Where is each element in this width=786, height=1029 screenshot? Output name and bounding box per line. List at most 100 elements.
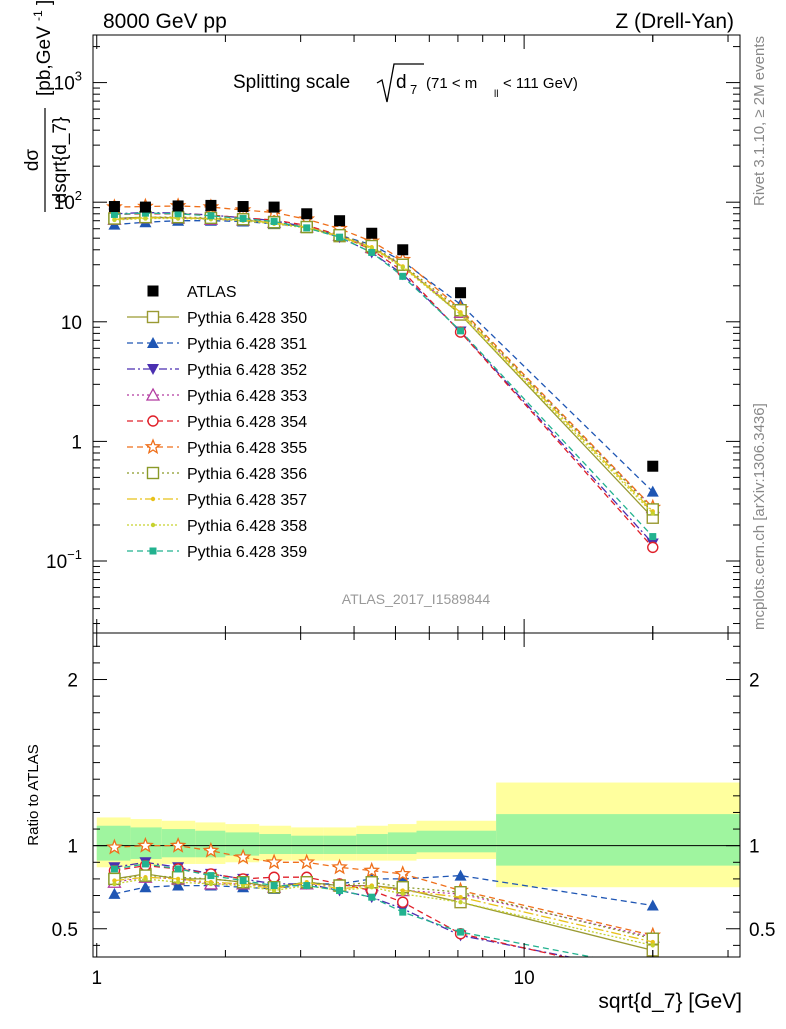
atlas-data-point bbox=[268, 201, 280, 213]
ratio-series-point bbox=[647, 969, 659, 980]
atlas-data-point bbox=[205, 199, 217, 211]
ratio-series-line bbox=[114, 876, 653, 943]
main-series-point bbox=[458, 312, 463, 317]
ratio-series-group bbox=[106, 836, 662, 980]
ratio-series-point bbox=[106, 838, 123, 855]
ratio-uncertainty-bands bbox=[96, 782, 740, 888]
ratio-series-point bbox=[650, 939, 655, 945]
legend-marker bbox=[150, 496, 156, 502]
ratio-series-point bbox=[270, 882, 278, 890]
sqrt-sign-icon bbox=[376, 63, 424, 103]
ratio-plot-panel: 0.5 0.5 1 1 2 2 1 10 Ratio to ATLAS sqrt{d_7} [… bbox=[25, 632, 775, 1013]
legend-entry-label: Pythia 6.428 358 bbox=[187, 518, 307, 535]
ratio-series-point bbox=[143, 876, 148, 882]
main-series-point bbox=[207, 212, 215, 220]
main-series-point bbox=[650, 511, 655, 516]
main-series-point bbox=[647, 541, 659, 554]
main-y-tick-label: 103 bbox=[54, 69, 82, 95]
legend-entry-label: Pythia 6.428 354 bbox=[187, 414, 307, 431]
main-y-tick-exp: 2 bbox=[75, 188, 82, 203]
ratio-y-tick-label-right: 1 bbox=[749, 837, 760, 858]
legend-entry-label: Pythia 6.428 357 bbox=[187, 492, 307, 509]
main-series-line bbox=[114, 211, 654, 544]
header-right: Z (Drell-Yan) bbox=[615, 10, 734, 33]
atlas-data-point bbox=[301, 208, 313, 220]
atlas-data-point bbox=[334, 215, 346, 227]
ratio-series-line bbox=[114, 878, 653, 947]
main-series-line bbox=[114, 205, 654, 508]
ratio-series-point bbox=[400, 891, 405, 897]
ratio-band-inner bbox=[259, 834, 292, 854]
ratio-series-point bbox=[112, 878, 117, 883]
ratio-series-point bbox=[268, 871, 280, 883]
ratio-series-point bbox=[650, 943, 655, 948]
legend: ATLAS Pythia 6.428 350 Pythia 6.428 351 Pyt… bbox=[127, 284, 307, 561]
ylabel-unit-sup: -1 bbox=[31, 10, 45, 21]
atlas-data-point bbox=[108, 201, 120, 213]
atlas-data-point bbox=[647, 460, 659, 472]
main-y-tick-exp: −1 bbox=[67, 547, 82, 562]
ratio-series-point bbox=[240, 883, 246, 888]
atlas-data-point bbox=[172, 200, 184, 212]
plot-title-cut-open: (71 < m bbox=[426, 75, 477, 92]
main-series-point bbox=[174, 210, 182, 218]
ratio-series-point bbox=[110, 865, 118, 873]
ratio-band-inner bbox=[323, 835, 357, 854]
ratio-series-point bbox=[303, 882, 311, 890]
main-series-point bbox=[110, 210, 118, 218]
x-axis-label: sqrt{d_7} [GeV] bbox=[598, 990, 742, 1013]
ratio-series-point bbox=[271, 888, 277, 893]
main-series-point bbox=[141, 209, 149, 217]
legend-marker bbox=[150, 522, 156, 528]
ratio-series-point bbox=[649, 965, 656, 972]
main-y-tick-base: 1 bbox=[71, 432, 82, 453]
ratio-series-line bbox=[114, 845, 653, 937]
main-series-point bbox=[143, 216, 148, 221]
ratio-series-line bbox=[114, 863, 596, 957]
ratio-series-point bbox=[172, 879, 185, 891]
legend-marker bbox=[144, 438, 162, 455]
main-series-line bbox=[114, 213, 654, 548]
ratio-y-tick-label-left: 1 bbox=[67, 837, 78, 858]
x-tick-label: 10 bbox=[514, 968, 535, 989]
main-series-point bbox=[457, 327, 465, 335]
ylabel-unit-text: [pb,GeV bbox=[34, 26, 55, 96]
ratio-series-point bbox=[646, 899, 659, 911]
legend-marker bbox=[147, 364, 159, 375]
ratio-y-tick-label-right: 0.5 bbox=[749, 920, 775, 941]
ylabel-numerator: dσ bbox=[22, 149, 43, 172]
ratio-series-point bbox=[112, 881, 117, 887]
main-series-point bbox=[368, 248, 376, 256]
ratio-series-point bbox=[108, 887, 121, 899]
ratio-series-point bbox=[400, 888, 405, 893]
main-series-point bbox=[239, 215, 247, 223]
main-y-tick-label: 102 bbox=[54, 188, 82, 214]
ratio-series-point bbox=[336, 887, 344, 895]
ratio-series-point bbox=[239, 877, 247, 885]
legend-marker bbox=[149, 547, 157, 555]
rivet-label: Rivet 3.1.10, ≥ 2M events bbox=[751, 36, 768, 206]
main-series-point bbox=[336, 233, 344, 241]
legend-marker bbox=[146, 310, 160, 324]
ratio-band-inner bbox=[291, 835, 324, 854]
ratio-axis-ticks: 0.5 0.5 1 1 2 2 1 10 bbox=[52, 633, 775, 989]
atlas-data-point bbox=[237, 201, 249, 213]
legend-entry-label: Pythia 6.428 352 bbox=[187, 362, 307, 379]
main-y-tick-label: 10 bbox=[61, 313, 82, 334]
ratio-series-point bbox=[368, 893, 376, 901]
main-ylabel: dσ dsqrt{d_7} [pb,GeV -1 ] bbox=[22, 0, 71, 212]
legend-marker bbox=[147, 415, 159, 427]
ratio-band-inner bbox=[387, 832, 417, 854]
main-series-group bbox=[106, 197, 662, 554]
ratio-series-point bbox=[207, 872, 215, 880]
legend-entry-label: Pythia 6.428 350 bbox=[187, 310, 307, 327]
ratio-y-tick-label-left: 2 bbox=[67, 671, 78, 692]
main-series-line bbox=[114, 212, 654, 538]
plot-title-cut-sub: ll bbox=[494, 89, 498, 100]
ratio-series-point bbox=[458, 894, 463, 900]
ratio-plot-frame bbox=[92, 632, 741, 958]
ratio-series-point bbox=[208, 881, 214, 887]
